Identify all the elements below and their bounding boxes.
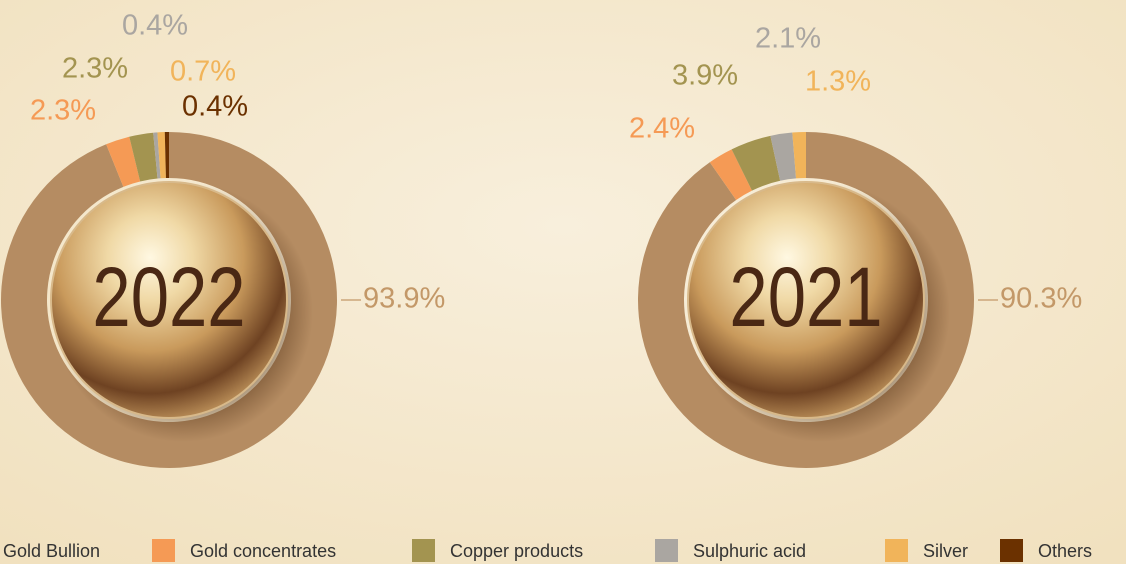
sphere [50, 181, 288, 419]
value-label: 93.9% [363, 283, 445, 315]
legend-swatch [1000, 539, 1023, 562]
pie-slice [792, 132, 806, 179]
pie-slice [164, 132, 169, 179]
pie-slice [153, 132, 161, 179]
pie-slice [770, 132, 797, 181]
value-label: 1.3% [805, 66, 871, 98]
value-label: 2.4% [629, 113, 695, 145]
legend-swatch [412, 539, 435, 562]
legend-label: Silver [923, 541, 968, 561]
sphere [687, 181, 925, 419]
legend-label: Gold concentrates [190, 541, 336, 561]
legend-swatch [655, 539, 678, 562]
pie-slice [731, 135, 781, 191]
pie-slice [157, 132, 166, 179]
value-label: 2.3% [62, 53, 128, 85]
value-label: 0.4% [182, 91, 248, 123]
value-label: 2.3% [30, 95, 96, 127]
legend-label: Copper products [450, 541, 583, 561]
center-year: 2022 [92, 251, 245, 345]
value-label: 2.1% [755, 23, 821, 55]
pie-slice [129, 132, 158, 182]
legend-label: Gold Bullion [3, 541, 100, 561]
value-label: 0.4% [122, 10, 188, 42]
value-label: 90.3% [1000, 283, 1082, 315]
legend-label: Others [1038, 541, 1092, 561]
center-year: 2021 [729, 251, 882, 345]
pie-slice [106, 136, 141, 187]
legend-label: Sulphuric acid [693, 541, 806, 561]
legend-swatch [152, 539, 175, 562]
value-label: 3.9% [672, 60, 738, 92]
pie-slice [709, 149, 752, 200]
value-label: 0.7% [170, 56, 236, 88]
legend-swatch [885, 539, 908, 562]
